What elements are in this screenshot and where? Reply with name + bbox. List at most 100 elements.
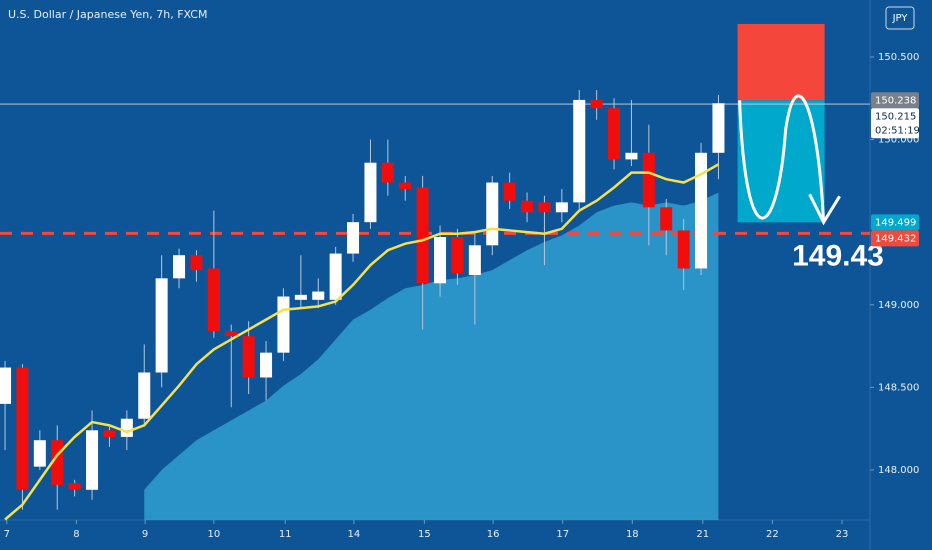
candle-body (120, 418, 133, 437)
candle (677, 218, 690, 290)
forecast-arrowhead (808, 193, 841, 226)
candle-body (573, 99, 586, 203)
candle (364, 139, 377, 229)
chart-title: U.S. Dollar / Japanese Yen, 7h, FXCM (8, 8, 207, 21)
price-badge-label: 150.238 (875, 95, 916, 106)
candle (451, 228, 464, 285)
candle (486, 175, 499, 256)
candle-body (451, 237, 464, 274)
y-tick-label: 148.500 (878, 382, 919, 393)
candle-body (555, 202, 568, 213)
candle-body (503, 182, 516, 201)
x-tick-label: 10 (207, 529, 220, 540)
candle-body (381, 162, 394, 183)
x-tick-label: 8 (73, 529, 79, 540)
candle (207, 210, 220, 338)
candle-body (608, 108, 621, 160)
candle (573, 90, 586, 209)
candle-body (712, 103, 725, 153)
candle (173, 248, 186, 289)
candle (242, 321, 255, 394)
candle-body (538, 202, 551, 213)
candle-body (521, 200, 534, 213)
candle-body (225, 331, 238, 337)
candle-body (190, 255, 203, 271)
candle-body (642, 152, 655, 208)
candle-body (329, 253, 342, 300)
candle-body (416, 187, 429, 284)
currency-label[interactable]: JPY (892, 13, 909, 24)
price-badge (871, 214, 919, 231)
x-tick-label: 21 (696, 529, 709, 540)
x-tick-label: 7 (4, 529, 10, 540)
candle-body (347, 222, 360, 254)
candle-body (312, 291, 325, 300)
candle-body (103, 430, 116, 437)
candle (590, 90, 603, 120)
candle-body (695, 152, 708, 269)
candle-body (677, 230, 690, 269)
candle (0, 360, 12, 451)
candle (399, 175, 412, 201)
candle-body (434, 237, 447, 284)
candle-body (399, 182, 412, 190)
x-tick-label: 16 (487, 529, 500, 540)
candle (68, 479, 81, 497)
candle-body (486, 182, 499, 246)
x-tick-label: 18 (626, 529, 639, 540)
ma-line (4, 163, 720, 521)
candle (190, 250, 203, 282)
price-badge-label: 149.499 (875, 217, 916, 228)
candle-body (16, 367, 29, 490)
y-tick-label: 150.500 (878, 52, 919, 63)
candle (155, 255, 168, 388)
y-tick-label: 148.000 (878, 465, 919, 476)
candle (538, 195, 551, 266)
y-tick-label: 150.000 (878, 135, 919, 146)
x-tick-label: 9 (142, 529, 148, 540)
price-badge (871, 230, 919, 247)
candle-body (260, 352, 273, 378)
candle (555, 189, 568, 223)
candle (660, 199, 673, 256)
candle-body (468, 245, 481, 276)
x-tick-label: 11 (279, 529, 292, 540)
forecast-arrow (738, 94, 826, 223)
candle (625, 99, 638, 167)
currency-button[interactable] (885, 6, 915, 30)
candle (416, 175, 429, 330)
candle (86, 410, 99, 500)
candle-body (0, 367, 12, 404)
candle-body (277, 296, 290, 353)
x-tick-label: 14 (348, 529, 361, 540)
candle (260, 341, 273, 401)
candle-body (660, 207, 673, 231)
candle (103, 427, 116, 447)
candle (33, 430, 46, 470)
candle (521, 192, 534, 223)
x-tick-label: 22 (766, 529, 779, 540)
y-tick-label: 149.000 (878, 300, 919, 311)
candle (381, 139, 394, 196)
candle (277, 288, 290, 361)
stop-zone (737, 23, 825, 101)
candle-body (173, 255, 186, 279)
candle-body (625, 152, 638, 160)
candle (642, 124, 655, 246)
target-annotation: 149.43 (792, 239, 884, 272)
x-tick-label: 15 (418, 529, 431, 540)
candle-body (86, 430, 99, 490)
price-badge (871, 92, 919, 109)
ma-area (144, 192, 719, 521)
candle (16, 364, 29, 510)
candle-body (242, 336, 255, 378)
candle-body (364, 162, 377, 223)
candle-body (294, 294, 307, 300)
candle-body (155, 278, 168, 373)
candle (294, 255, 307, 309)
candle (434, 225, 447, 297)
candle (138, 344, 151, 424)
candle-body (138, 372, 151, 419)
countdown-label: 02:51:19 (875, 125, 920, 136)
